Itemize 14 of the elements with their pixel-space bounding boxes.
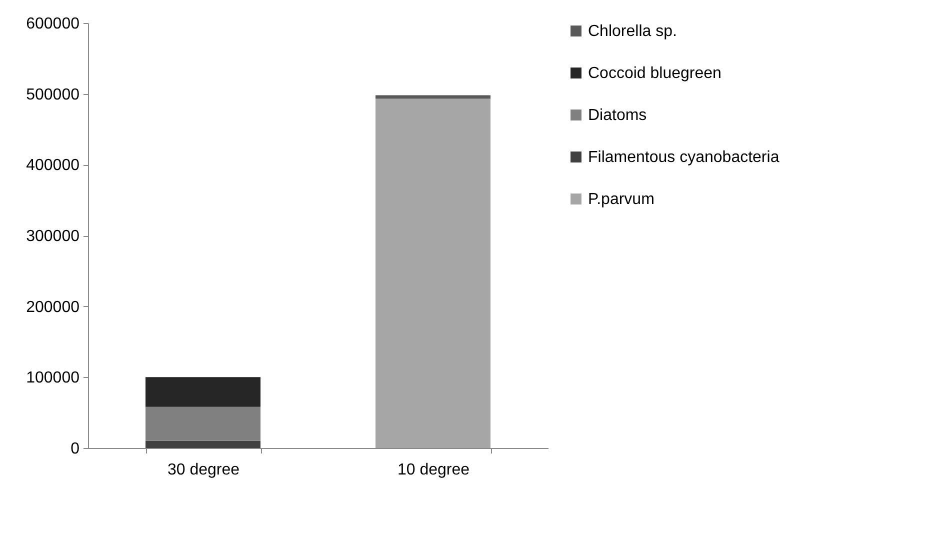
legend-label: Diatoms (588, 107, 647, 124)
y-tick-label: 200000 (26, 298, 80, 316)
y-tick-label: 300000 (26, 228, 80, 245)
y-tick-label: 0 (70, 440, 80, 458)
y-tick-label: 400000 (26, 157, 80, 174)
y-tick-label: 500000 (26, 86, 80, 104)
legend-label: Filamentous cyanobacteria (588, 149, 780, 166)
legend-label: Chlorella sp. (588, 23, 677, 40)
legend-label: Coccoid bluegreen (588, 65, 722, 82)
x-tick-label: 30 degree (167, 462, 240, 478)
y-tick-label: 100000 (26, 370, 80, 387)
y-tick-label: 600000 (26, 16, 80, 32)
x-tick-label: 10 degree (397, 462, 470, 478)
legend-label: P.parvum (588, 191, 654, 208)
